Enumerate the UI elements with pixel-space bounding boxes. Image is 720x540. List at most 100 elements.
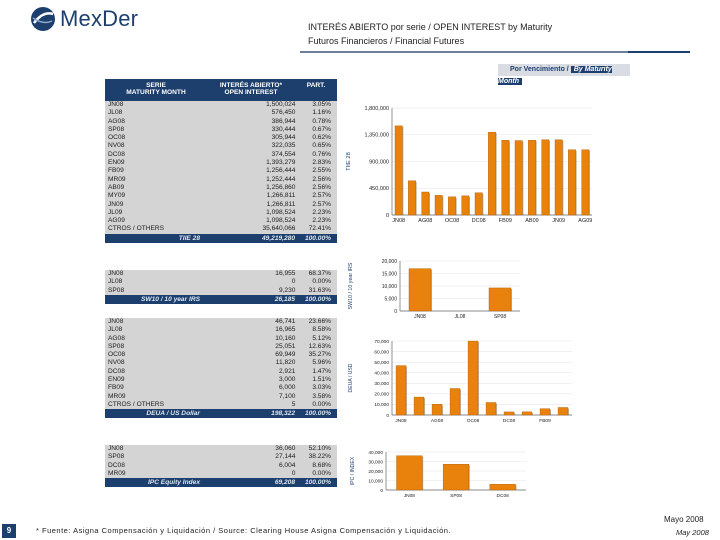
- table-row: AG09 1,098,524 2.23%: [105, 217, 337, 225]
- bar: [394, 125, 403, 216]
- row-series: CTROS / OTHERS: [108, 225, 165, 233]
- row-open-interest: 5: [291, 400, 296, 408]
- bar: [528, 140, 536, 216]
- chart-sw10: 0 5,000 10,000 15,000 20,000 SW10 / 10 year I…: [340, 255, 540, 327]
- table-row: JL08 16,965 8.58%: [105, 326, 337, 334]
- table-deua: JN08 46,741 23.66% JL08 16,965 8.58% AG08 10,16…: [105, 318, 337, 419]
- row-open-interest: 1,500,024: [266, 101, 296, 108]
- table-row: AB09 1,256,860 2.56%: [105, 184, 337, 192]
- y-tick-label: 5,000: [384, 296, 397, 302]
- y-tick-label: 0: [386, 413, 389, 419]
- row-open-interest: 9,230: [278, 286, 296, 294]
- x-tick-label: AG08: [431, 418, 444, 424]
- row-share: 1.16%: [312, 109, 332, 117]
- row-share: 5.96%: [312, 359, 332, 367]
- row-share: 35.27%: [308, 351, 332, 359]
- row-open-interest: 1,266,811: [266, 192, 296, 200]
- total-value: 198,322: [271, 410, 295, 418]
- header-divider: [300, 51, 690, 53]
- row-series: MR09: [108, 175, 126, 183]
- x-tick-label: DC08: [497, 493, 510, 499]
- row-share: 2.55%: [312, 167, 332, 175]
- row-series: JL09: [108, 208, 123, 216]
- table-row: NV08 11,820 5.96%: [105, 359, 337, 367]
- y-tick-label: 50,000: [374, 360, 389, 366]
- bar: [474, 192, 483, 216]
- y-tick-label: 10,000: [374, 402, 389, 408]
- total-label: IPC Equity Index: [147, 479, 200, 487]
- row-share: 2.23%: [312, 208, 332, 216]
- row-open-interest: 386,944: [271, 117, 296, 125]
- header-oi-es: INTERÉS ABIERTO*: [219, 82, 283, 89]
- row-share: 0.76%: [312, 150, 332, 158]
- y-tick-label: 0: [394, 309, 397, 315]
- header-subtitle: Futuros Financieros / Financial Futures: [308, 36, 465, 46]
- table-header: SERIE MATURITY MONTH INTERÉS ABIERTO* OPEN …: [105, 79, 337, 101]
- table-row: JL08 576,450 1.16%: [105, 109, 337, 117]
- row-open-interest: 6,004: [278, 461, 296, 469]
- row-series: JN08: [108, 318, 124, 325]
- row-share: 3.58%: [312, 392, 332, 400]
- row-share: 23.66%: [308, 318, 332, 325]
- x-tick-label: SP08: [450, 493, 462, 499]
- chart-background: [340, 448, 540, 500]
- table-row: SP08 25,051 12.63%: [105, 343, 337, 351]
- row-share: 2.23%: [312, 217, 332, 225]
- table-row: JN08 36,060 52.10%: [105, 445, 337, 453]
- bar: [488, 131, 496, 216]
- total-share: 100.00%: [304, 234, 331, 242]
- bar: [539, 408, 551, 416]
- bar: [581, 149, 590, 216]
- row-share: 38.22%: [308, 453, 332, 461]
- x-tick-label: DC08: [472, 218, 486, 224]
- source-footnote: * Fuente: Asigna Compensación y Liquidac…: [36, 526, 452, 535]
- y-tick-label: 40,000: [368, 450, 383, 456]
- row-open-interest: 16,955: [275, 270, 296, 277]
- total-value: 49,219,280: [261, 234, 295, 242]
- bar: [554, 139, 563, 216]
- page-header: INTERÉS ABIERTO por serie / OPEN INTERES…: [308, 20, 552, 48]
- y-tick-label: 1,800,000: [365, 106, 389, 112]
- table-row: JL09 1,098,524 2.23%: [105, 209, 337, 217]
- table-row: JN08 46,741 23.66%: [105, 318, 337, 326]
- row-open-interest: 25,051: [275, 342, 296, 350]
- bar: [503, 411, 515, 416]
- y-tick-label: 1,350,000: [365, 133, 389, 139]
- table-total-row: SW10 / 10 year IRS 26,185 100.00%: [105, 294, 337, 304]
- bar: [408, 180, 416, 216]
- row-series: AB09: [108, 183, 125, 191]
- row-series: AG09: [108, 217, 125, 225]
- table-row: MR09 1,252,444 2.56%: [105, 176, 337, 184]
- header-serie: SERIE MATURITY MONTH: [105, 79, 207, 101]
- row-series: DC08: [108, 461, 125, 469]
- logo-text: MexDer: [60, 6, 139, 31]
- row-open-interest: 1,252,444: [266, 175, 296, 183]
- row-open-interest: 305,944: [271, 134, 296, 142]
- row-open-interest: 11,820: [275, 359, 296, 367]
- row-share: 0.65%: [312, 142, 332, 150]
- table-row: MR09 0 0.00%: [105, 470, 337, 478]
- x-tick-label: JL08: [455, 314, 466, 320]
- y-tick-label: 20,000: [374, 392, 389, 398]
- table-row: AG08 10,160 5.12%: [105, 335, 337, 343]
- bar: [488, 287, 512, 312]
- row-share: 12.63%: [308, 342, 332, 350]
- y-axis-label: TIIE 28: [346, 152, 352, 171]
- row-share: 0.67%: [312, 125, 332, 133]
- row-open-interest: 35,640,066: [262, 225, 296, 233]
- x-tick-label: FB09: [539, 418, 551, 424]
- bar: [434, 195, 443, 216]
- table-row: NV08 322,035 0.65%: [105, 142, 337, 150]
- y-tick-label: 30,000: [374, 381, 389, 387]
- x-tick-label: OC08: [445, 218, 459, 224]
- bar: [421, 191, 430, 216]
- row-open-interest: 1,266,811: [266, 200, 296, 208]
- x-tick-label: JN08: [414, 314, 426, 320]
- table-row: OC08 69,949 35.27%: [105, 351, 337, 359]
- table-row: EN09 3,000 1.51%: [105, 376, 337, 384]
- bar: [467, 340, 479, 416]
- row-open-interest: 3,000: [278, 376, 296, 384]
- bar: [514, 140, 523, 216]
- table-row: CTROS / OTHERS 5 0.00%: [105, 401, 337, 409]
- bar: [442, 464, 470, 491]
